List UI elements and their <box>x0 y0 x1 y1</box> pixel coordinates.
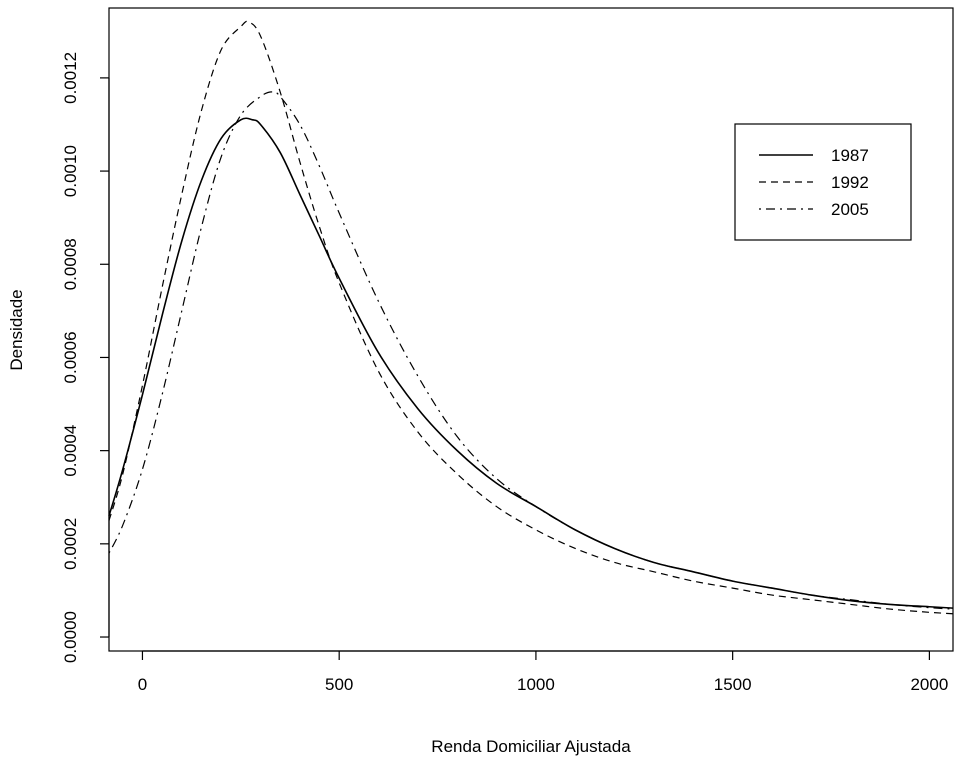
y-tick-label: 0.0008 <box>61 238 80 290</box>
y-tick-label: 0.0004 <box>61 425 80 477</box>
x-tick-label: 500 <box>325 675 353 694</box>
y-tick-label: 0.0010 <box>61 145 80 197</box>
plot-frame <box>108 7 954 652</box>
x-axis-label: Renda Domiciliar Ajustada <box>431 737 631 756</box>
legend-label-1987: 1987 <box>831 146 869 165</box>
series-line-1992 <box>108 20 954 615</box>
x-tick-label: 2000 <box>910 675 948 694</box>
y-tick-label: 0.0006 <box>61 331 80 383</box>
y-tick-label: 0.0000 <box>61 611 80 663</box>
x-tick-label: 1500 <box>714 675 752 694</box>
series-layer <box>108 20 954 615</box>
x-tick-label: 0 <box>138 675 147 694</box>
series-line-2005 <box>108 91 954 610</box>
legend: 1987 1992 2005 <box>734 123 912 241</box>
legend-label-1992: 1992 <box>831 173 869 192</box>
y-axis: 0.0000 0.0002 0.0004 0.0006 0.0008 0.0010 0.00… <box>61 52 110 663</box>
y-tick-label: 0.0012 <box>61 52 80 104</box>
legend-label-2005: 2005 <box>831 200 869 219</box>
x-axis: 0 500 1000 1500 2000 <box>138 650 948 694</box>
x-tick-label: 1000 <box>517 675 555 694</box>
y-axis-label: Densidade <box>7 289 26 370</box>
y-tick-label: 0.0002 <box>61 518 80 570</box>
